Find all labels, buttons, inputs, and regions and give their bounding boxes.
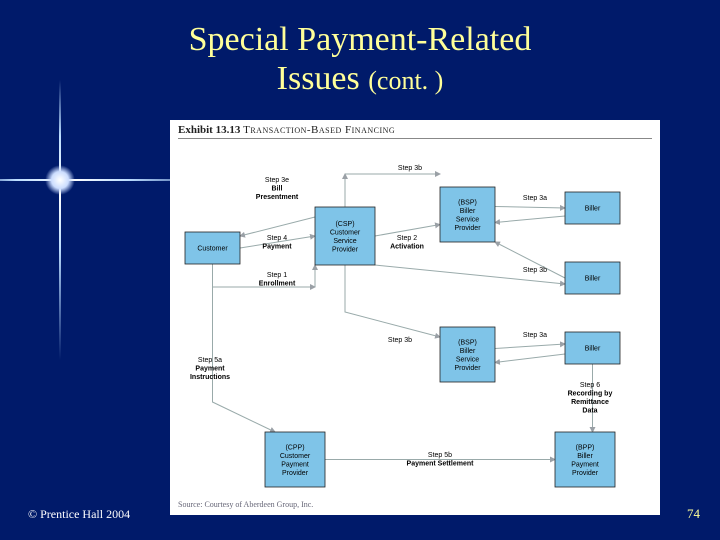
label-step1: Enrollment xyxy=(259,281,296,288)
svg-text:Provider: Provider xyxy=(332,246,359,253)
label-step3b_m: Step 3b xyxy=(523,267,547,274)
page-number: 74 xyxy=(687,506,700,522)
exhibit-number: Exhibit 13.13 xyxy=(178,124,240,136)
svg-text:Biller: Biller xyxy=(585,206,601,213)
label-step4: Step 4 xyxy=(267,235,287,242)
svg-text:(BSP): (BSP) xyxy=(458,339,477,346)
svg-text:Service: Service xyxy=(456,216,479,223)
slide: Special Payment-Related Issues (cont. ) … xyxy=(0,0,720,540)
label-step3b_d: Step 3b xyxy=(388,337,412,344)
svg-text:Payment: Payment xyxy=(571,461,599,468)
flowchart-svg: Customer(CSP)CustomerServiceProvider(BSP… xyxy=(170,142,660,502)
svg-text:Biller: Biller xyxy=(460,208,476,215)
label-step3a_3: Step 3a xyxy=(523,332,547,339)
svg-text:Service: Service xyxy=(333,238,356,245)
svg-text:Payment: Payment xyxy=(281,461,309,468)
label-step3a_1: Step 3a xyxy=(523,195,547,202)
label-step6: Data xyxy=(582,408,597,415)
svg-text:Provider: Provider xyxy=(282,470,309,477)
label-step2: Activation xyxy=(390,244,424,251)
copyright-footer: © Prentice Hall 2004 xyxy=(28,507,130,522)
label-step5a: Payment xyxy=(195,366,225,373)
exhibit-diagram: Exhibit 13.13 Transaction-Based Financin… xyxy=(170,120,660,515)
label-step6: Remittance xyxy=(571,399,609,406)
title-line1: Special Payment-Related xyxy=(189,21,532,58)
label-step5b: Payment Settlement xyxy=(407,461,475,468)
svg-text:Biller: Biller xyxy=(585,276,601,283)
svg-text:Customer: Customer xyxy=(197,246,228,253)
label-step1: Step 1 xyxy=(267,272,287,279)
svg-text:Biller: Biller xyxy=(460,348,476,355)
svg-text:Customer: Customer xyxy=(330,229,361,236)
svg-text:Biller: Biller xyxy=(577,453,593,460)
svg-text:Provider: Provider xyxy=(454,365,481,372)
label-step3e: Step 3e xyxy=(265,177,289,184)
exhibit-rule xyxy=(178,138,652,139)
svg-text:(CPP): (CPP) xyxy=(285,444,304,451)
svg-text:Customer: Customer xyxy=(280,453,311,460)
label-step3b_t: Step 3b xyxy=(398,165,422,172)
svg-text:(BPP): (BPP) xyxy=(576,444,595,451)
svg-text:(BSP): (BSP) xyxy=(458,199,477,206)
label-step6: Step 6 xyxy=(580,382,600,389)
exhibit-heading: Exhibit 13.13 Transaction-Based Financin… xyxy=(178,124,395,136)
label-step3e: Presentment xyxy=(256,194,299,201)
exhibit-title: Transaction-Based Financing xyxy=(243,124,395,136)
lens-flare-decoration xyxy=(0,80,160,280)
svg-text:Service: Service xyxy=(456,356,479,363)
label-step5b: Step 5b xyxy=(428,452,452,459)
exhibit-credit: Source: Courtesy of Aberdeen Group, Inc. xyxy=(178,500,313,509)
slide-title: Special Payment-Related Issues (cont. ) xyxy=(0,20,720,98)
label-step2: Step 2 xyxy=(397,235,417,242)
label-step3e: Bill xyxy=(272,186,283,193)
svg-text:(CSP): (CSP) xyxy=(335,221,354,228)
label-step6: Recording by xyxy=(568,391,613,398)
label-step5a: Step 5a xyxy=(198,357,222,364)
label-step4: Payment xyxy=(262,244,292,251)
svg-text:Provider: Provider xyxy=(572,470,599,477)
svg-text:Biller: Biller xyxy=(585,346,601,353)
label-step5a: Instructions xyxy=(190,374,230,381)
title-cont: (cont. ) xyxy=(368,66,443,95)
title-line2: Issues xyxy=(277,60,360,97)
svg-text:Provider: Provider xyxy=(454,225,481,232)
